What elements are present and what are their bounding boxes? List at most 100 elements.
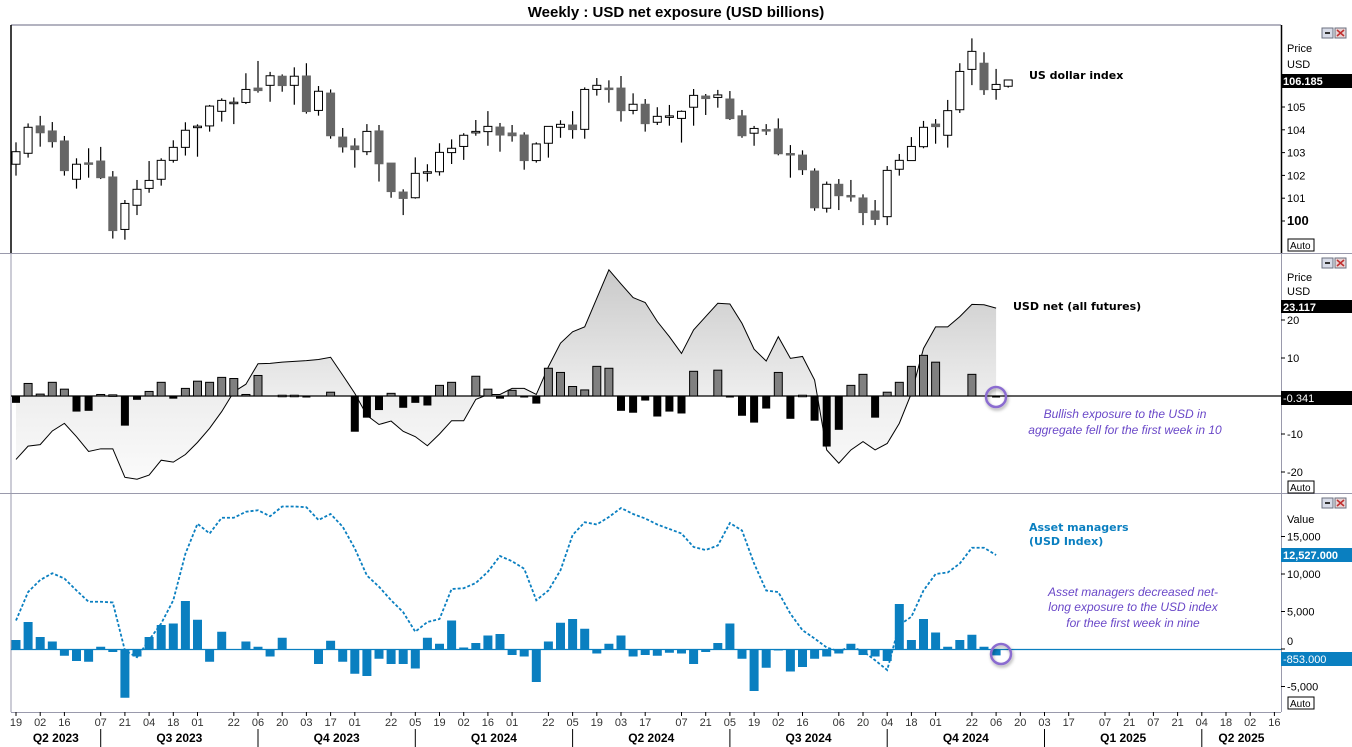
x-axis-tick-label: 17 xyxy=(1063,717,1075,729)
candle-body xyxy=(894,159,904,170)
asset-bar xyxy=(725,623,735,649)
asset-bar xyxy=(350,649,360,674)
x-axis-tick-label: 06 xyxy=(252,717,264,729)
asset-bar xyxy=(652,649,662,656)
candle-body xyxy=(919,126,928,148)
asset-bar xyxy=(362,649,372,676)
candle xyxy=(447,139,457,164)
restore-icon-glyph xyxy=(1325,502,1330,504)
restore-icon-glyph xyxy=(1325,32,1330,34)
close-icon-glyph xyxy=(1336,499,1345,507)
candle xyxy=(326,89,336,139)
asset-annotation-line-2: long exposure to the USD index xyxy=(1048,600,1218,614)
usd-net-bar xyxy=(362,396,371,418)
usd-net-bar xyxy=(411,396,420,403)
candle xyxy=(689,88,699,126)
usd-net-bar xyxy=(326,391,336,397)
asset-bar xyxy=(870,649,880,657)
asset-annotation-line-3: for thee first week in nine xyxy=(1066,616,1200,630)
usd-net-bar xyxy=(96,393,106,397)
x-axis-tick-label: 16 xyxy=(482,717,494,729)
usd-net-bar xyxy=(556,371,565,397)
usd-net-auto-button[interactable] xyxy=(1287,480,1315,494)
candle-body xyxy=(616,87,626,112)
usd-net-bar xyxy=(169,396,178,399)
x-axis-tick-label: 02 xyxy=(458,717,470,729)
asset-bar xyxy=(386,649,396,664)
asset-bar xyxy=(72,649,81,661)
candle-body xyxy=(11,151,21,165)
candle-body xyxy=(543,125,553,144)
candle-body xyxy=(447,147,457,154)
price-axis-unit: USD xyxy=(1287,59,1310,71)
x-axis-tick-label: 05 xyxy=(566,717,578,729)
candle xyxy=(507,125,517,142)
asset-bar xyxy=(205,649,215,662)
candle-body xyxy=(350,145,360,151)
candle xyxy=(604,80,614,103)
asset-bar-value: -853.000 xyxy=(1283,654,1326,666)
asset-bar xyxy=(822,649,832,657)
usd-net-bar xyxy=(604,367,614,397)
x-axis-tick-label: 01 xyxy=(929,717,941,729)
candle xyxy=(701,94,711,115)
usd-net-bar xyxy=(84,396,93,411)
x-axis-tick-label: 16 xyxy=(796,717,808,729)
candle xyxy=(785,145,795,178)
candle-body xyxy=(592,84,602,90)
usd-net-bar xyxy=(725,396,734,398)
candle xyxy=(35,115,45,147)
candle-body xyxy=(967,50,977,70)
candle xyxy=(834,179,844,211)
asset-line-value-box xyxy=(1281,548,1352,562)
candle-body xyxy=(713,94,723,98)
candle-body xyxy=(761,129,771,132)
x-axis-tick-label: 20 xyxy=(857,717,869,729)
asset-annotation-line-1: Asset managers decreased net- xyxy=(1047,585,1218,599)
asset-bar xyxy=(11,640,21,649)
candle xyxy=(931,119,941,144)
candle-body xyxy=(689,94,699,108)
asset-bar xyxy=(265,649,275,657)
usd-net-bar xyxy=(277,394,287,398)
candle xyxy=(664,104,674,126)
candle xyxy=(943,99,953,148)
asset-line-value: 12,527.000 xyxy=(1283,550,1338,562)
candle xyxy=(338,127,348,153)
candle-body xyxy=(652,115,662,123)
asset-auto-button[interactable] xyxy=(1287,696,1315,710)
usd-net-bar xyxy=(47,381,57,397)
candle xyxy=(894,153,904,176)
candle xyxy=(23,123,33,158)
asset-bar xyxy=(168,623,178,649)
candle-body xyxy=(132,188,142,206)
candle xyxy=(846,179,856,202)
usd-net-bar xyxy=(483,388,493,397)
asset-bar xyxy=(96,646,106,649)
usd-net-bar xyxy=(677,396,686,414)
asset-bar xyxy=(568,619,578,649)
x-axis-tick-label: 21 xyxy=(119,717,131,729)
candle xyxy=(713,89,723,108)
candle-body xyxy=(495,126,505,136)
x-axis-tick-label: 16 xyxy=(1268,717,1280,729)
usd-net-bar xyxy=(253,374,263,397)
candle-body xyxy=(47,130,57,143)
usd-net-line-value: 23.117 xyxy=(1283,302,1316,314)
asset-bar xyxy=(459,647,469,649)
candle xyxy=(59,135,69,176)
usd-net-bar xyxy=(882,391,892,397)
candle xyxy=(156,158,166,186)
usd-net-bar xyxy=(507,389,517,397)
quarter-label: Q2 2023 xyxy=(33,731,79,745)
usd-net-axis-title: Price xyxy=(1287,272,1312,284)
candle xyxy=(217,98,227,122)
usd-net-bar xyxy=(217,376,227,397)
candle xyxy=(168,140,178,163)
x-axis: 19 02 16 07 21 04 18 01 22 06 20 03 17 01 22 05 19 02 16 01… xyxy=(10,712,1281,747)
x-axis-tick-label: 18 xyxy=(1220,717,1232,729)
usd-net-bar xyxy=(568,386,578,397)
x-axis-tick-label: 05 xyxy=(409,717,421,729)
price-auto-button[interactable] xyxy=(1287,238,1315,252)
usd-net-bar-value: -0.341 xyxy=(1283,393,1314,405)
